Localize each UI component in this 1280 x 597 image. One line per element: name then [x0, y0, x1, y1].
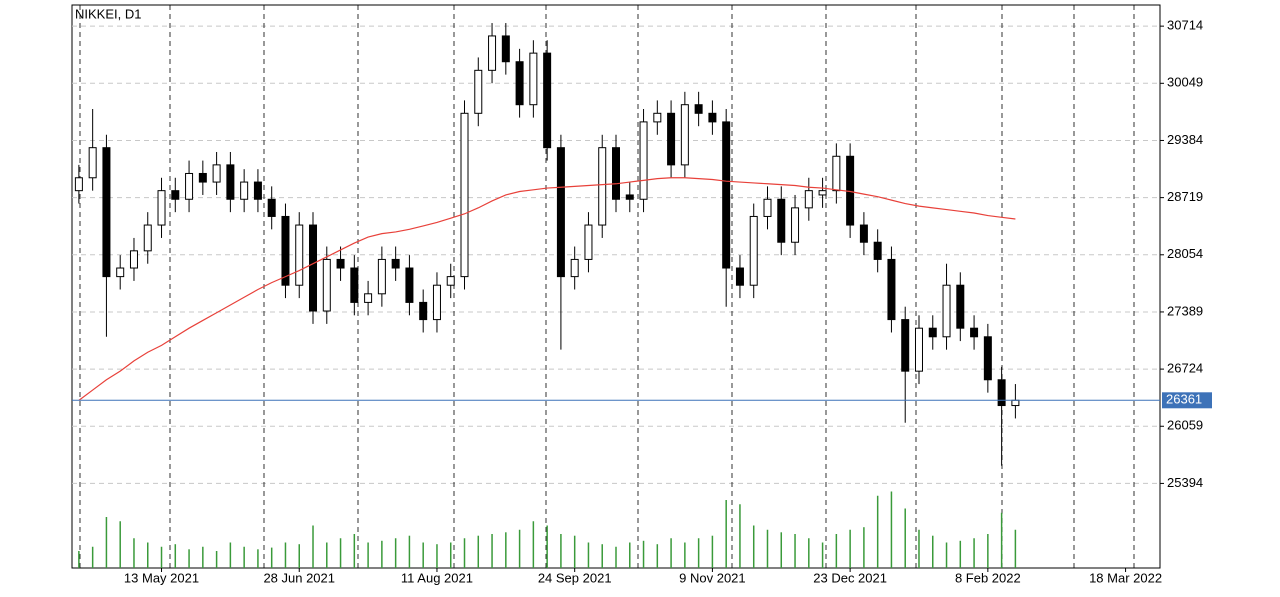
candle-body [818, 190, 827, 196]
candle-body [185, 172, 194, 200]
candle-body [143, 224, 152, 252]
candle-body [377, 258, 386, 295]
candle-body [997, 379, 1006, 407]
candle-body [570, 258, 579, 278]
candle-body [88, 147, 97, 179]
candle-body [694, 104, 703, 114]
candle-body [791, 207, 800, 243]
candle-body [322, 258, 331, 312]
candle-body [887, 258, 896, 321]
candle-body [460, 112, 469, 278]
candle-body [625, 194, 634, 200]
x-tick-label: 23 Dec 2021 [813, 570, 887, 585]
candle-body [970, 327, 979, 338]
candle-body [240, 181, 249, 200]
candle-body [914, 327, 923, 372]
candle-body [212, 164, 221, 183]
candle-body [515, 61, 524, 106]
candle-body [708, 112, 717, 123]
candle-body [749, 215, 758, 286]
x-tick-label: 8 Feb 2022 [955, 570, 1021, 585]
y-tick-label: 26724 [1167, 361, 1203, 376]
y-tick-label: 27389 [1167, 303, 1203, 318]
y-tick-label: 30714 [1167, 18, 1203, 33]
candle-body [735, 267, 744, 286]
candle-body [653, 112, 662, 123]
candle-body [612, 147, 620, 200]
y-tick-label: 25394 [1167, 475, 1203, 490]
candle-body [956, 284, 965, 329]
chart-title: NIKKEI, D1 [75, 6, 141, 21]
candle-body [253, 181, 262, 200]
candle-body [584, 224, 593, 260]
candle-body [488, 35, 497, 71]
x-tick-label: 9 Nov 2021 [679, 570, 746, 585]
candle-body [446, 276, 455, 286]
candle-body [722, 121, 731, 269]
candle-body [295, 224, 304, 286]
candle-body [901, 319, 910, 372]
candle-body [116, 267, 125, 278]
y-tick-label: 29384 [1167, 132, 1203, 147]
candle-body [267, 198, 276, 217]
candle-body [928, 327, 937, 338]
candle-body [129, 250, 138, 269]
y-tick-label: 26059 [1167, 418, 1203, 433]
y-tick-label: 30049 [1167, 75, 1203, 90]
x-tick-label: 11 Aug 2021 [401, 570, 473, 585]
candle-body [859, 224, 868, 243]
y-tick-label: 28054 [1167, 246, 1203, 261]
candle-body [942, 284, 951, 338]
candle-body [198, 172, 207, 183]
candle-body [157, 190, 166, 226]
candle-body [405, 267, 414, 303]
candle-body [804, 190, 813, 209]
candle-body [74, 177, 83, 192]
candle-body [391, 258, 400, 269]
candle-body [432, 284, 441, 321]
candle-body [777, 198, 786, 243]
candle-body [680, 104, 689, 166]
x-tick-label: 18 Mar 2022 [1089, 570, 1162, 585]
candle-body [102, 147, 111, 278]
current-price-label: 26361 [1166, 392, 1202, 407]
candle-body [832, 155, 841, 192]
candle-body [364, 293, 373, 303]
candle-body [873, 241, 882, 260]
candle-body [763, 198, 772, 217]
candle-body [309, 224, 318, 312]
moving-average [78, 177, 1016, 401]
candle-body [983, 336, 992, 381]
y-tick-label: 28719 [1167, 189, 1203, 204]
candle-body [543, 52, 552, 149]
candle-body [171, 190, 180, 200]
candle-body [281, 215, 290, 286]
candle-body [501, 35, 510, 63]
candle-body [598, 147, 607, 226]
candle-body [529, 52, 538, 106]
current-price-box [1162, 392, 1212, 409]
candle-body [639, 121, 648, 200]
x-tick-label: 24 Sep 2021 [538, 570, 612, 585]
x-tick-label: 13 May 2021 [124, 570, 199, 585]
candle-body [226, 164, 235, 200]
candle-body [667, 112, 676, 166]
candle-body [350, 267, 359, 303]
candle-body [419, 301, 428, 321]
candle-body [1011, 399, 1020, 407]
candle-body [336, 258, 345, 269]
candle-body [556, 147, 565, 278]
candle-body [474, 69, 483, 114]
x-tick-label: 28 Jun 2021 [263, 570, 335, 585]
